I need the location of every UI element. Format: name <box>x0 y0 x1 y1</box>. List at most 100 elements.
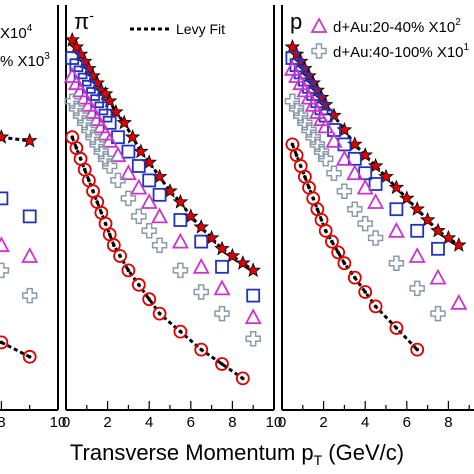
data-point-triangle <box>356 178 374 195</box>
data-point-circle <box>358 285 373 299</box>
data-point-triangle <box>387 221 405 238</box>
data-point-square <box>327 123 341 137</box>
x-tick-label: 2 <box>103 414 111 431</box>
data-point-cross <box>193 284 209 300</box>
x-tick-label: 8 <box>0 414 6 431</box>
data-point-star <box>430 222 446 238</box>
data-point-square <box>246 288 261 303</box>
data-point-star <box>172 193 189 209</box>
data-point-cross <box>317 151 334 167</box>
data-point-cross <box>93 143 110 160</box>
data-point-star <box>64 31 80 47</box>
x-tick-label: 6 <box>187 414 195 431</box>
data-point-circle <box>22 349 37 364</box>
x-tick-label: 6 <box>403 414 411 431</box>
data-point-triangle <box>408 247 426 263</box>
x-axis-title-main: Transverse Momentum p <box>70 440 314 465</box>
data-point-cross <box>347 201 363 217</box>
data-point-triangle <box>97 124 115 141</box>
data-point-triangle <box>288 67 306 83</box>
data-point-cross <box>313 143 330 160</box>
data-point-circle <box>0 335 9 350</box>
data-point-square <box>194 234 209 249</box>
data-point-star <box>440 229 457 245</box>
data-point-circle <box>121 263 136 278</box>
data-point-triangle <box>171 232 189 249</box>
data-point-square <box>389 202 404 217</box>
panel-2: 0 2 4 6 8 p d+Au:20-40% X102 d+Au:40-100% X101 <box>278 5 474 431</box>
data-point-cross <box>388 255 405 271</box>
legend-label: d+Au:40-100% X101 <box>333 42 470 61</box>
data-point-circle <box>131 277 146 292</box>
data-point-cross <box>0 262 10 279</box>
data-point-cross <box>245 331 261 347</box>
data-point-cross <box>141 223 157 239</box>
data-point-triangle <box>80 95 98 112</box>
data-point-triangle <box>300 88 318 105</box>
legend-fragment-2-sup: 3 <box>44 51 50 62</box>
data-point-triangle <box>283 59 301 76</box>
data-point-cross <box>97 151 114 167</box>
data-point-square <box>368 177 383 191</box>
data-point-circle-center <box>294 153 299 157</box>
data-point-circle-center <box>342 261 347 266</box>
data-point-triangle <box>335 149 353 166</box>
data-point-star <box>21 132 38 148</box>
data-point-triangle <box>72 81 90 98</box>
data-point-cross <box>120 190 137 207</box>
data-point-circle-center <box>99 211 104 215</box>
data-point-circle-center <box>147 297 151 302</box>
x-tick-label: 10 <box>266 414 283 431</box>
data-point-square <box>131 159 146 173</box>
data-point-square <box>22 209 37 224</box>
data-point-circle-center <box>315 207 320 211</box>
data-point-circle <box>325 234 339 249</box>
data-point-circle-center <box>112 243 116 247</box>
data-point-circle-center <box>126 268 131 273</box>
data-point-cross <box>297 115 313 131</box>
x-tick-label: 10 <box>50 414 67 431</box>
levy-fit-line <box>70 136 244 380</box>
data-point-cross <box>367 230 384 246</box>
data-point-circle-center <box>91 189 95 193</box>
data-point-circle-center <box>118 254 122 258</box>
data-point-cross <box>76 115 93 131</box>
particle-label-superscript: - <box>89 7 94 23</box>
data-point-triangle <box>213 279 231 296</box>
data-point-star <box>224 247 241 263</box>
data-point-cross <box>72 107 89 124</box>
data-point-circle-center <box>178 329 183 334</box>
data-point-circle-center <box>107 232 112 237</box>
x-tick-label: 8 <box>228 414 236 431</box>
x-tick-label: 8 <box>444 414 452 431</box>
data-point-circle <box>318 223 333 238</box>
data-point-circle-center <box>290 142 295 147</box>
data-point-triangle <box>317 117 335 134</box>
data-point-circle-center <box>95 200 99 204</box>
data-point-square <box>121 144 136 159</box>
data-point-circle-center <box>137 283 141 287</box>
data-point-circle <box>113 249 127 263</box>
data-point-triangle <box>346 164 364 181</box>
data-point-star <box>378 168 394 184</box>
data-point-triangle <box>192 257 210 274</box>
data-point-square <box>431 241 445 256</box>
data-point-cross <box>309 136 326 153</box>
data-point-square <box>69 58 84 73</box>
data-point-circle <box>337 256 352 271</box>
x-axis-title-unit: (GeV/c) <box>322 440 404 465</box>
data-point-square <box>215 259 229 274</box>
data-point-star <box>245 262 261 277</box>
data-point-cross <box>305 129 321 145</box>
legend-label-superscript: 2 <box>455 17 461 28</box>
data-point-triangle <box>76 88 94 105</box>
data-point-triangle <box>296 81 314 98</box>
data-point-cross <box>214 305 230 322</box>
data-point-cross <box>288 100 305 117</box>
data-point-circle-center <box>0 340 4 345</box>
data-point-triangle <box>67 74 85 91</box>
data-point-cross <box>430 305 446 322</box>
data-point-triangle <box>101 131 119 148</box>
data-point-cross <box>336 183 353 199</box>
data-point-cross <box>110 172 126 189</box>
